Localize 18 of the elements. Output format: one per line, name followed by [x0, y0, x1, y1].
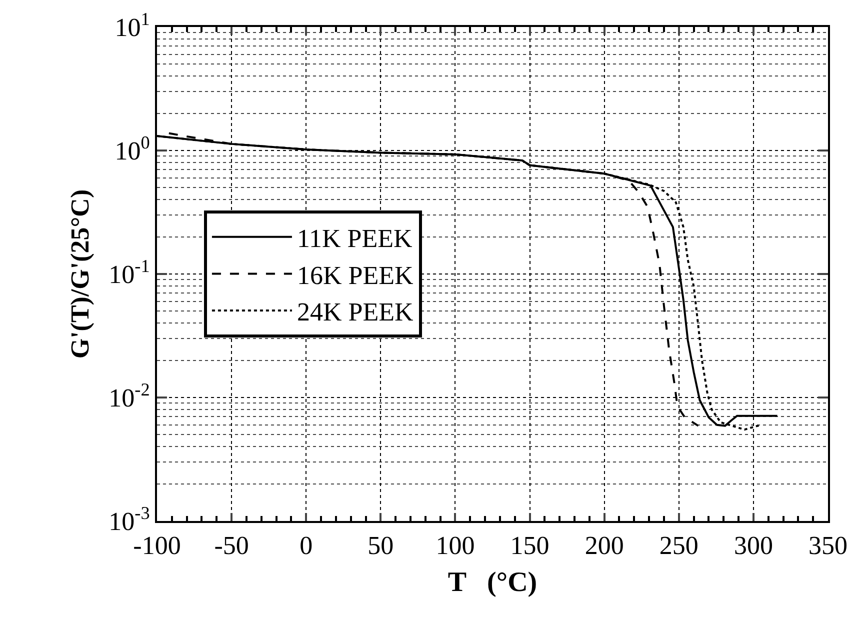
- x-tick-label: 350: [808, 531, 848, 560]
- y-tick-label: 10$^{-1}$: [108, 256, 150, 290]
- y-tick-label: 10$^{1}$: [114, 9, 150, 42]
- legend-label: 16K PEEK: [296, 260, 414, 290]
- x-tick-label: 300: [734, 531, 773, 560]
- x-tick-label: 250: [659, 531, 698, 560]
- legend-label: 24K PEEK: [296, 298, 414, 327]
- x-tick-label: -50: [214, 531, 249, 560]
- x-tick-label: 100: [436, 531, 475, 560]
- x-axis-title: T (°C): [448, 566, 538, 598]
- x-tick-label: 200: [584, 531, 624, 560]
- y-axis-title: G'(T)/G'(25°C): [66, 189, 95, 359]
- x-tick-label: 0: [300, 531, 313, 560]
- y-tick-label: 10$^{-2}$: [108, 380, 150, 413]
- x-tick-label: 50: [368, 531, 394, 560]
- y-tick-label: 10$^{0}$: [114, 132, 150, 166]
- legend-label: 11K PEEK: [296, 224, 413, 254]
- x-tick-label: 150: [510, 531, 550, 560]
